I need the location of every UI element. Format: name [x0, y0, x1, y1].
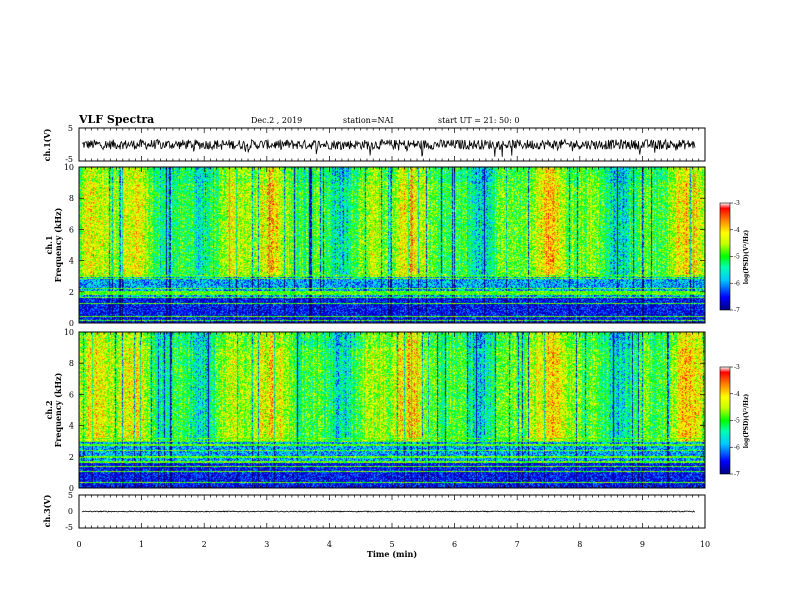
x-tick-label: 7 — [515, 540, 520, 549]
ch1-ytick-bottom: -5 — [65, 155, 73, 164]
header-station: station=NAI — [343, 116, 393, 125]
y-tick-label: 2 — [69, 288, 74, 297]
colorbar-tick-label: -6 — [734, 444, 740, 451]
ch1-frequency-ylabel: Frequency (kHz) — [53, 207, 63, 282]
colorbar-tick-label: -7 — [734, 471, 740, 478]
y-tick-label: 8 — [69, 194, 74, 203]
x-tick-label: 6 — [452, 540, 457, 549]
x-tick-label: 9 — [640, 540, 645, 549]
ch1-waveform-panel: 5 -5 ch.1(V) — [42, 124, 706, 164]
ch1-colorbar — [719, 202, 731, 311]
ch2-frequency-ylabel: Frequency (kHz) — [53, 372, 63, 447]
ch2-spectrogram-image — [79, 332, 705, 488]
y-tick-label: 4 — [69, 422, 74, 431]
colorbar-tick-label: -4 — [734, 227, 740, 234]
header-date: Dec.2 , 2019 — [251, 116, 302, 125]
y-tick-label: 2 — [69, 453, 74, 462]
x-tick-label: 1 — [139, 540, 144, 549]
x-tick-label: 5 — [389, 540, 394, 549]
y-tick-label: 0 — [69, 319, 74, 328]
ch3-waveform-panel: 5 0 -5 ch.3(V) — [42, 491, 706, 532]
x-tick-labels: 0 1 2 3 4 5 6 7 8 9 10 — [76, 540, 710, 549]
ch3-ytick-top: 5 — [68, 491, 73, 500]
x-tick-label: 0 — [76, 540, 81, 549]
ch2-spectrogram-ylabel: ch.2 — [44, 400, 54, 419]
x-tick-label: 10 — [700, 540, 710, 549]
x-axis-label: Time (min) — [367, 549, 417, 559]
x-tick-marks — [78, 128, 706, 528]
colorbar-tick-label: -5 — [734, 254, 740, 261]
y-tick-label: 6 — [69, 390, 74, 399]
x-tick-label: 8 — [577, 540, 582, 549]
y-tick-label: 10 — [64, 163, 74, 172]
ch1-waveform-ylabel: ch.1(V) — [42, 128, 52, 161]
colorbar-tick-label: -3 — [734, 200, 740, 207]
ch3-waveform-ylabel: ch.3(V) — [42, 494, 52, 527]
figure-title: VLF Spectra — [78, 113, 154, 126]
y-tick-label: 6 — [69, 225, 74, 234]
ch3-ytick-bottom: -5 — [65, 523, 73, 532]
ch1-spectrogram-ylabel: ch.1 — [44, 235, 54, 254]
ch1-spectrogram-image — [79, 167, 705, 323]
y-tick-label: 8 — [69, 359, 74, 368]
colorbar-tick-label: -6 — [734, 280, 740, 287]
ch2-colorbar — [719, 366, 731, 475]
y-tick-label: 0 — [69, 484, 74, 493]
ch3-waveform-line — [81, 510, 696, 513]
y-tick-label: 10 — [64, 328, 74, 337]
colorbar-tick-label: -3 — [734, 364, 740, 371]
ch1-waveform-line — [81, 138, 696, 157]
x-tick-label: 2 — [202, 540, 207, 549]
y-tick-label: 4 — [69, 257, 74, 266]
colorbar-tick-label: -5 — [734, 418, 740, 425]
ch1-ytick-top: 5 — [68, 124, 73, 133]
colorbar-tick-label: -7 — [734, 307, 740, 314]
ch3-ytick-mid: 0 — [68, 507, 73, 516]
ch2-colorbar-label: log(PSD)(V²/Hz) — [743, 394, 750, 449]
x-tick-label: 3 — [264, 540, 269, 549]
colorbar-tick-label: -4 — [734, 391, 740, 398]
header-start-ut: start UT = 21: 50: 0 — [438, 116, 519, 125]
ch1-colorbar-label: log(PSD)(V²/Hz) — [743, 230, 750, 285]
x-tick-label: 4 — [327, 540, 332, 549]
